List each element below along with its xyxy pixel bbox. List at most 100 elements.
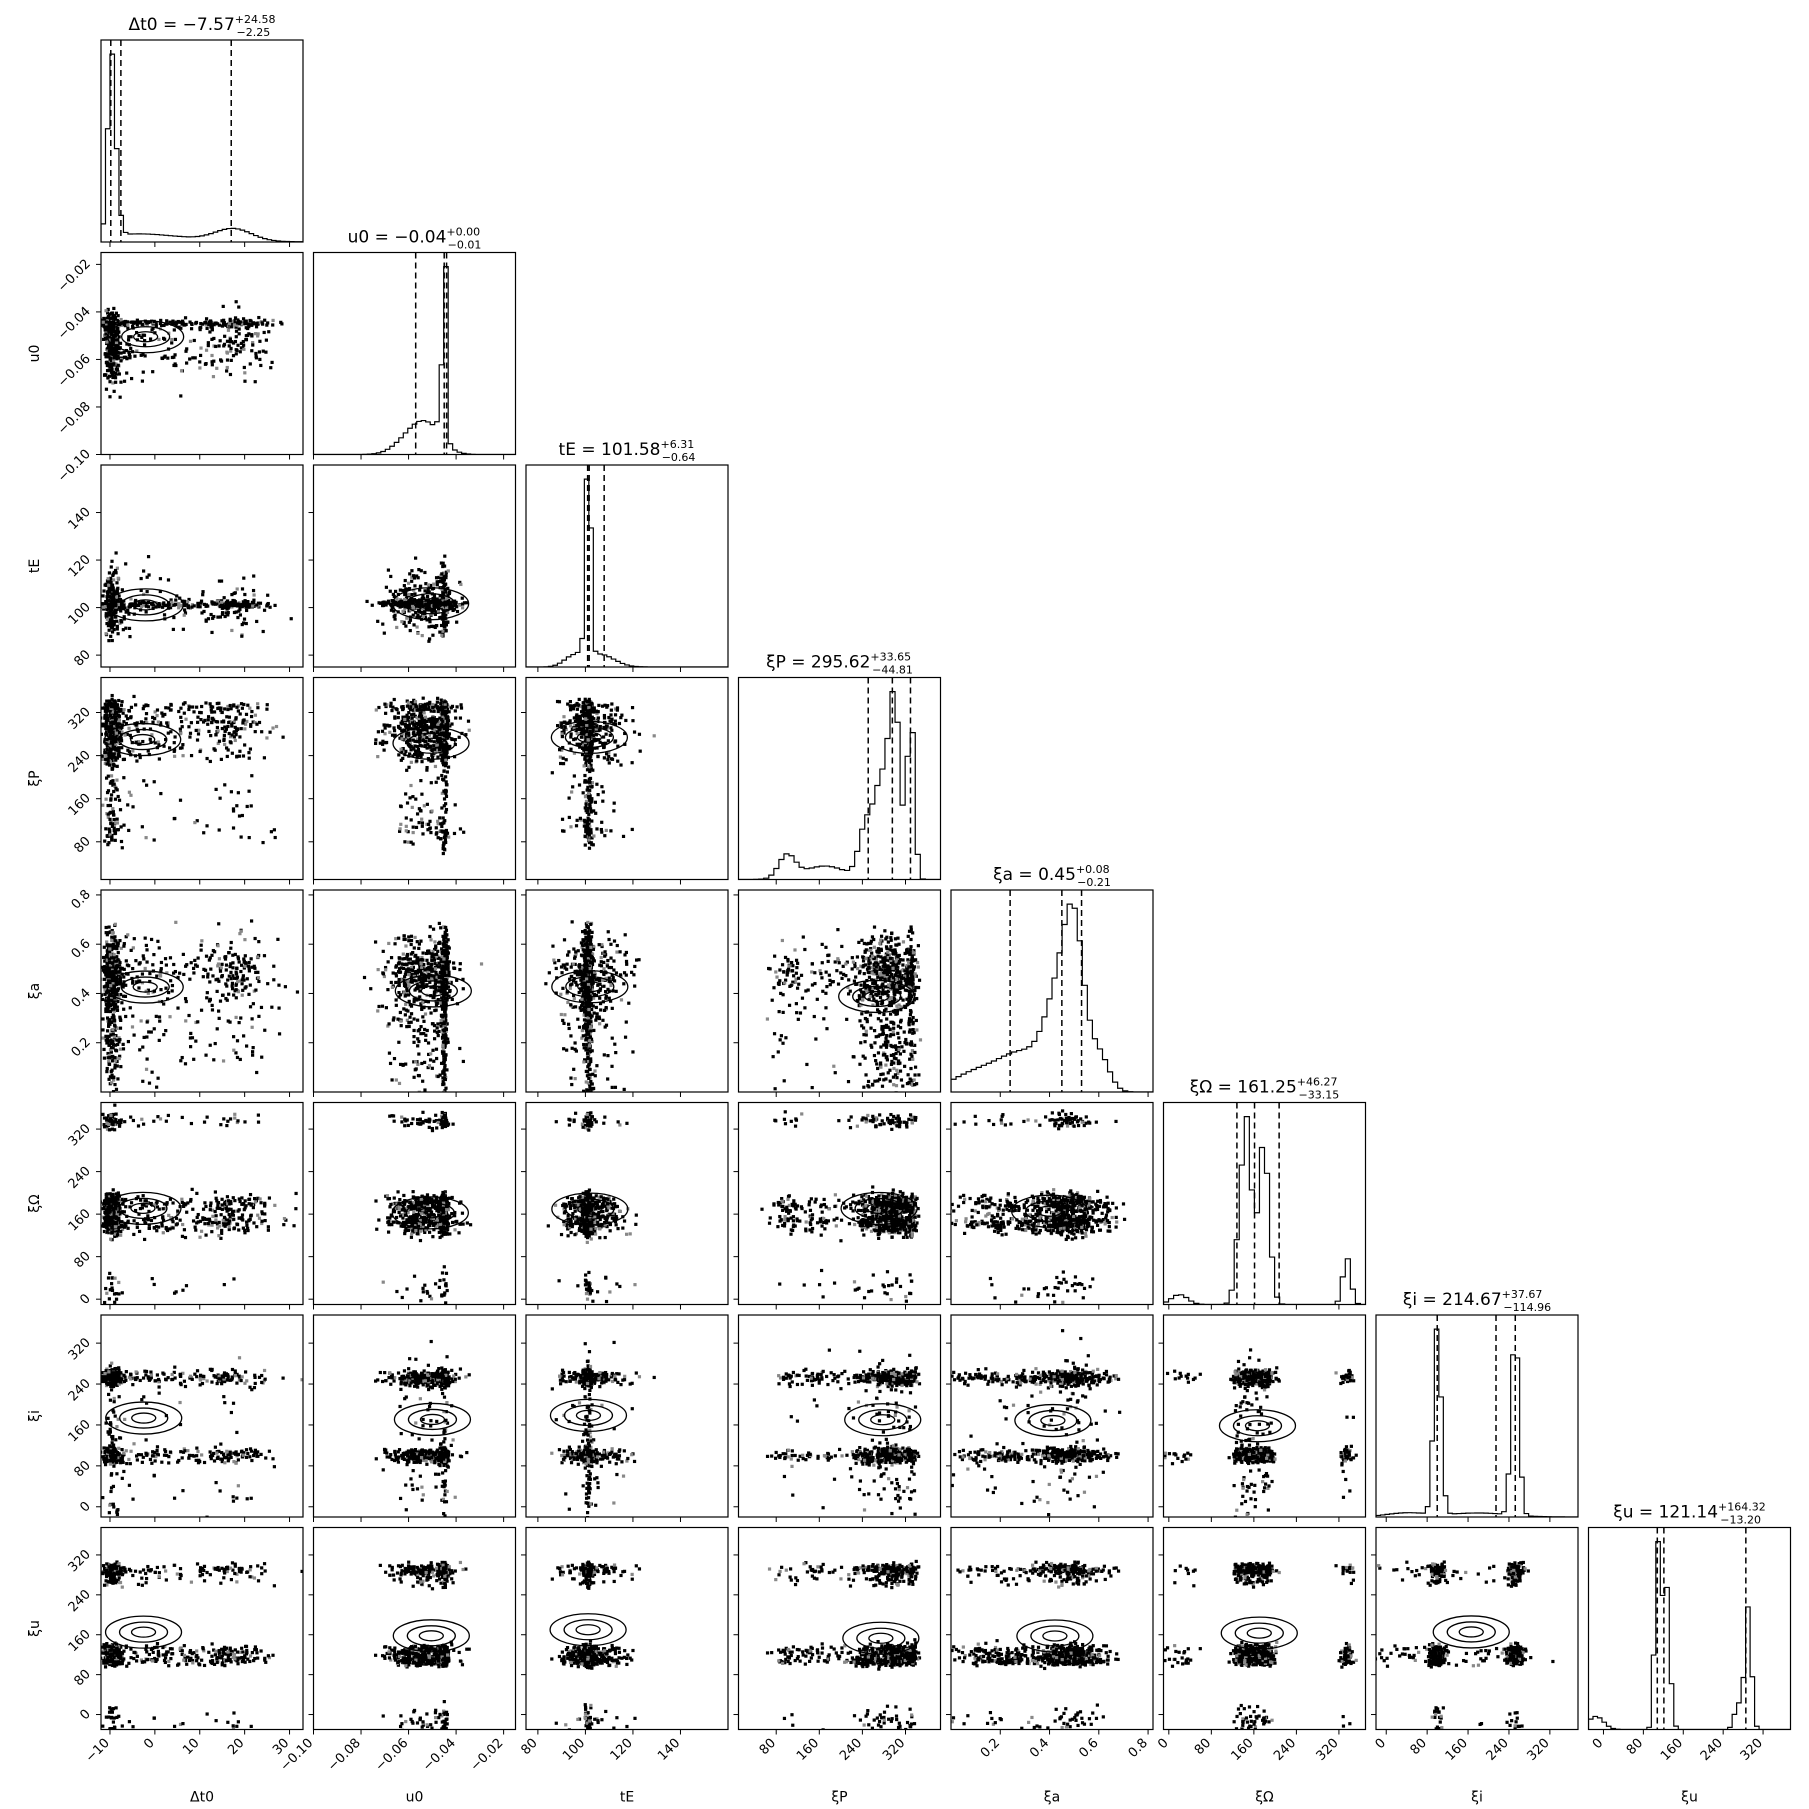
panel-frame (525, 889, 729, 1093)
panel-frame (100, 1526, 304, 1731)
contour-u0-tE-0 (391, 587, 470, 621)
x-tick-label-xiP: 240 (837, 1736, 865, 1764)
y-tick-label-xia: 0.8 (69, 887, 94, 912)
contour-xia-xii-2 (1040, 1414, 1066, 1427)
y-tick-label-xiOmega: 240 (66, 1164, 94, 1192)
x-tick-label-u0: −0.08 (325, 1736, 364, 1775)
contour-dt0-xiOmega-2 (130, 1202, 156, 1214)
y-tick-label-xiP: 240 (66, 748, 94, 776)
x-tick-label-xiP: 320 (880, 1736, 908, 1764)
contour-xiP-xiu-1 (856, 1627, 906, 1649)
panel-frame (1587, 1526, 1792, 1731)
panel-title-xiu: ξu = 121.14+164.32 −13.20 (1613, 1501, 1766, 1527)
contour-u0-xii-0 (393, 1402, 472, 1437)
panel-frame (100, 251, 304, 456)
contour-xiOmega-xiu-0 (1220, 1616, 1298, 1650)
panel-frame (100, 1101, 304, 1306)
contour-dt0-xia-0 (106, 970, 184, 1004)
x-tick-label-tE: 120 (608, 1736, 636, 1764)
contour-xia-xiu-0 (1016, 1619, 1094, 1653)
histogram-u0 (313, 266, 516, 455)
histogram-panel-xia: ξa = 0.45+0.08 −0.21 (950, 863, 1154, 1097)
contour-u0-xiP-0 (392, 726, 470, 760)
contour-xii-xiu-2 (1458, 1626, 1484, 1638)
contour-xia-xiu-1 (1030, 1625, 1080, 1647)
panel-frame (525, 1314, 729, 1518)
histogram-panel-xii: ξi = 214.67+37.67 −114.96 (1375, 1288, 1579, 1522)
contour-u0-xiOmega-1 (405, 1202, 455, 1224)
panel-frame (525, 1526, 729, 1731)
contour-tE-xiu-0 (549, 1613, 627, 1647)
x-tick-label-xii: 80 (1408, 1736, 1430, 1758)
contour-tE-xii-1 (563, 1404, 614, 1427)
histogram-tE (526, 478, 728, 667)
contour-tE-xiu-1 (563, 1619, 613, 1641)
panel-frame (737, 1314, 942, 1518)
scatter-points-u0-xiOmega (374, 1110, 473, 1305)
contour-u0-tE-2 (417, 598, 444, 610)
x-tick-label-xiP: 80 (757, 1736, 779, 1758)
scatter-points-dt0-xia (101, 919, 300, 1092)
contour-u0-xii-1 (407, 1408, 458, 1431)
scatter-panel-u0-vs-xiP (308, 676, 517, 885)
histogram-xiP (738, 691, 941, 880)
scatter-points-tE-xiu (550, 1560, 642, 1730)
scatter-panel-xiOmega-vs-xii (1158, 1314, 1367, 1522)
panel-title-xiP: ξP = 295.62+33.65 −44.81 (766, 651, 913, 677)
contour-xiP-xia-1 (852, 985, 902, 1008)
contour-xia-xiOmega-2 (1036, 1205, 1063, 1217)
panel-frame (1162, 1526, 1367, 1731)
y-tick-label-xiOmega: 0 (77, 1291, 93, 1307)
panel-frame (100, 464, 304, 668)
y-axis-label-xiP: ξP (27, 770, 43, 786)
y-axis-label-u0: u0 (27, 345, 43, 363)
y-axis-label-xii: ξi (27, 1410, 43, 1422)
scatter-panel-tE-vs-xiOmega (521, 1101, 729, 1310)
x-tick-label-xia: 0.8 (1126, 1736, 1151, 1761)
panel-title-xii: ξi = 214.67+37.67 −114.96 (1403, 1288, 1551, 1314)
contour-tE-xia-1 (565, 976, 615, 998)
x-tick-label-xia: 0.6 (1076, 1736, 1101, 1761)
contour-xiOmega-xii-0 (1218, 1409, 1297, 1443)
contour-dt0-u0-1 (120, 326, 171, 348)
x-tick-label-xiOmega: 80 (1192, 1736, 1214, 1758)
x-tick-label-xii: 240 (1484, 1736, 1512, 1764)
contour-tE-xii-0 (549, 1398, 628, 1433)
y-tick-label-xii: 240 (66, 1376, 94, 1404)
scatter-panel-u0-vs-xiOmega (308, 1101, 517, 1310)
contour-dt0-xiOmega-1 (118, 1197, 168, 1219)
y-axis-label-xiu: ξu (27, 1620, 43, 1637)
panel-title-u0: u0 = −0.04+0.00 −0.01 (348, 226, 482, 252)
y-tick-label-xiu: 0 (77, 1707, 93, 1723)
scatter-panel-u0-vs-xia (308, 889, 517, 1097)
contour-xiP-xiOmega-0 (840, 1191, 918, 1226)
contour-xiP-xia-2 (864, 990, 890, 1003)
panel-frame (1375, 1526, 1579, 1731)
panel-frame (312, 889, 517, 1093)
panel-title-xia: ξa = 0.45+0.08 −0.21 (993, 863, 1111, 889)
contour-xiP-xii-2 (870, 1414, 896, 1426)
contour-u0-xii-2 (419, 1413, 446, 1426)
scatter-points-xia-xiu (951, 1560, 1121, 1730)
contour-dt0-xii-1 (119, 1407, 169, 1429)
histogram-xia (951, 903, 1153, 1092)
panel-frame (950, 1314, 1154, 1518)
contour-xiOmega-xii-2 (1244, 1420, 1271, 1432)
panel-frame (1162, 1314, 1367, 1518)
scatter-panel-u0-vs-xii (308, 1314, 517, 1522)
x-tick-label-dt0: −10 (83, 1736, 113, 1766)
panel-frame (737, 676, 942, 881)
contour-tE-xiP-1 (564, 726, 615, 749)
x-axis-label-dt0: Δt0 (190, 1790, 214, 1806)
contour-xia-xiu-2 (1042, 1630, 1068, 1642)
contour-tE-xii-2 (575, 1409, 602, 1422)
y-axis-label-xia: ξa (27, 983, 43, 999)
panel-title-xiOmega: ξΩ = 161.25+46.27 −33.15 (1190, 1076, 1339, 1102)
x-tick-label-dt0: 10 (180, 1736, 202, 1758)
panel-frame (312, 251, 517, 456)
x-tick-label-u0: −0.02 (468, 1736, 507, 1775)
panel-frame (737, 1101, 942, 1306)
contour-u0-xiu-2 (418, 1630, 444, 1642)
x-tick-label-xii: 160 (1443, 1736, 1471, 1764)
contour-dt0-u0-0 (106, 320, 185, 354)
